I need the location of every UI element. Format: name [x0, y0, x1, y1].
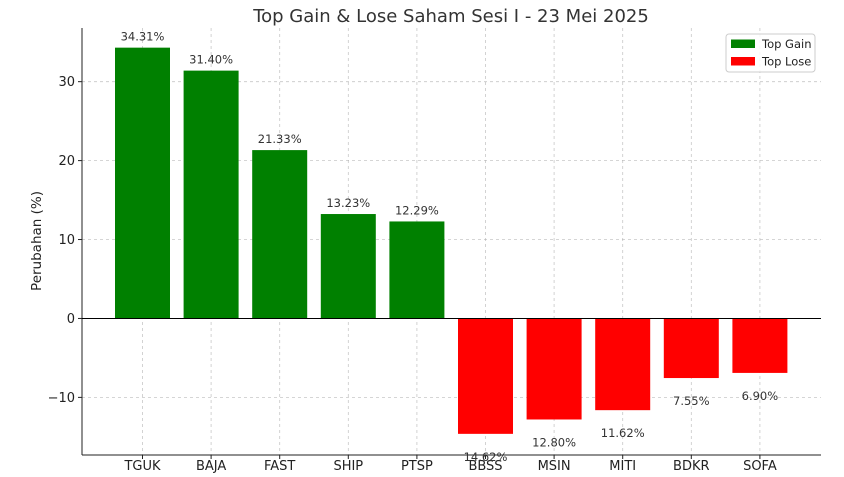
x-tick-label-sofa: SOFA: [743, 459, 777, 474]
bar-baja: [183, 70, 239, 319]
data-label-msin: 12.80%: [532, 435, 576, 449]
legend-label-top-gain: Top Gain: [761, 37, 812, 51]
bars: [115, 47, 788, 434]
x-tick-label-tguk: TGUK: [123, 459, 161, 474]
chart-title: Top Gain & Lose Saham Sesi I - 23 Mei 20…: [252, 6, 649, 27]
data-label-miti: 11.62%: [601, 426, 645, 440]
y-tick-label: −10: [48, 391, 75, 406]
x-tick-label-bdkr: BDKR: [673, 459, 710, 474]
bar-ptsp: [389, 221, 445, 319]
legend-swatch-top-lose: [731, 57, 755, 66]
y-axis-label: Perubahan (%): [29, 191, 45, 291]
axes: −10 0 10 20 30 TGUK BAJA FAST SHIP PTSP BBSS MSIN MI…: [48, 28, 821, 474]
data-label-fast: 21.33%: [258, 132, 302, 146]
data-label-bbss: 14.62%: [464, 450, 508, 464]
y-tick-label: 0: [67, 312, 75, 327]
data-label-ptsp: 12.29%: [395, 203, 439, 217]
y-tick-label: 20: [58, 154, 75, 169]
y-tick-label: 30: [58, 75, 75, 90]
x-tick-label-fast: FAST: [264, 459, 295, 474]
x-tick-label-ship: SHIP: [333, 459, 363, 474]
y-tick-label: 10: [58, 233, 75, 248]
bar-miti: [595, 318, 651, 411]
data-label-ship: 13.23%: [326, 196, 370, 210]
bar-msin: [526, 318, 582, 420]
x-tick-label-ptsp: PTSP: [401, 459, 433, 474]
x-tick-label-msin: MSIN: [538, 459, 571, 474]
x-tick-label-baja: BAJA: [196, 459, 226, 474]
data-label-tguk: 34.31%: [121, 30, 165, 44]
bar-fast: [252, 150, 308, 319]
data-labels: 34.31% 31.40% 21.33% 13.23% 12.29% 14.62% 12.8…: [121, 30, 779, 464]
data-label-bdkr: 7.55%: [673, 394, 710, 408]
legend: Top Gain Top Lose: [725, 33, 816, 73]
data-label-sofa: 6.90%: [742, 389, 779, 403]
bar-bbss: [458, 318, 513, 434]
x-tick-label-bbss: BBSS: [468, 459, 502, 474]
data-label-baja: 31.40%: [189, 53, 233, 67]
bar-ship: [320, 214, 376, 319]
bar-sofa: [732, 318, 788, 373]
bar-tguk: [115, 47, 170, 319]
x-tick-label-miti: MITI: [609, 459, 636, 474]
legend-swatch-top-gain: [731, 39, 755, 48]
legend-label-top-lose: Top Lose: [761, 55, 811, 69]
bar-bdkr: [663, 318, 719, 379]
